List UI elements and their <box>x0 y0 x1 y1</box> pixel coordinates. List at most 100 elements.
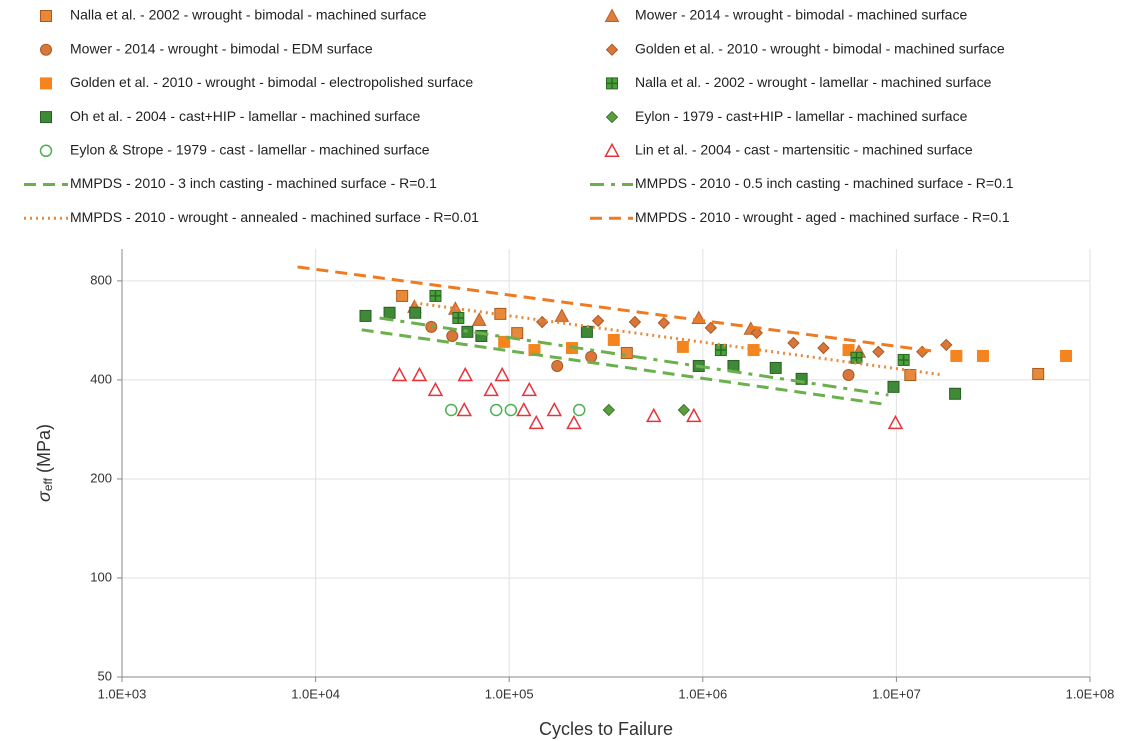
marker <box>842 368 855 381</box>
marker-body <box>976 349 989 362</box>
x-axis-title: Cycles to Failure <box>539 719 673 739</box>
marker <box>677 403 691 417</box>
marker <box>940 338 953 352</box>
marker <box>456 401 473 417</box>
legend-marker <box>605 43 619 56</box>
marker-plus <box>850 352 862 364</box>
legend-marker <box>40 43 52 56</box>
fit-line <box>297 265 939 354</box>
marker <box>887 380 900 393</box>
marker <box>850 351 863 364</box>
marker <box>750 326 763 340</box>
legend-marker <box>40 77 52 90</box>
marker <box>950 349 963 362</box>
marker <box>471 312 487 326</box>
marker <box>769 361 782 374</box>
marker <box>528 414 545 430</box>
marker <box>572 403 586 417</box>
marker-body <box>607 333 620 346</box>
marker-body <box>383 306 396 319</box>
legend-label: Nalla et al. - 2002 - wrought - lamellar… <box>635 74 992 90</box>
marker <box>676 340 689 353</box>
legend-label: MMPDS - 2010 - wrought - aged - machined… <box>635 209 1010 225</box>
x-tick-label: 1.0E+04 <box>291 686 340 701</box>
marker <box>427 381 444 397</box>
marker-body <box>475 329 488 342</box>
marker-body <box>359 309 372 322</box>
marker <box>976 349 989 362</box>
marker <box>409 306 422 319</box>
marker <box>566 414 582 430</box>
marker <box>498 335 511 348</box>
marker <box>516 401 532 417</box>
marker-body <box>494 307 507 320</box>
marker-body <box>676 340 689 353</box>
x-tick-label: 1.0E+07 <box>872 686 921 701</box>
legend-label: Oh et al. - 2004 - cast+HIP - lamellar -… <box>70 108 420 124</box>
marker <box>657 316 671 330</box>
legend-marker <box>605 110 619 124</box>
marker-plus <box>606 77 618 89</box>
marker-body <box>904 368 917 381</box>
marker <box>425 320 438 333</box>
marker <box>483 381 499 397</box>
marker-plus <box>898 354 910 366</box>
legend-marker <box>39 144 53 158</box>
marker <box>645 407 662 423</box>
marker-body <box>842 344 855 357</box>
marker <box>686 407 702 423</box>
marker <box>429 289 442 302</box>
y-tick-label: 50 <box>98 668 112 683</box>
marker <box>602 403 616 417</box>
y-axis-unit: (MPa) <box>34 424 54 478</box>
marker <box>591 314 605 328</box>
marker-body <box>769 361 782 374</box>
marker-plus <box>429 290 441 302</box>
marker <box>872 345 885 359</box>
y-axis-title: σeff (MPa) <box>34 424 55 502</box>
marker <box>494 307 507 320</box>
marker <box>897 353 910 366</box>
x-tick-label: 1.0E+05 <box>485 686 534 701</box>
y-axis-symbol: σ <box>34 490 54 502</box>
legend-label: Golden et al. - 2010 - wrought - bimodal… <box>70 74 473 90</box>
legend-label: Nalla et al. - 2002 - wrought - bimodal … <box>70 7 427 23</box>
legend-label: Eylon - 1979 - cast+HIP - lamellar - mac… <box>635 108 968 124</box>
fit-line <box>414 301 944 377</box>
marker <box>546 401 563 417</box>
marker <box>787 336 800 350</box>
x-tick-label: 1.0E+06 <box>678 686 727 701</box>
legend-label: MMPDS - 2010 - wrought - annealed - mach… <box>70 209 479 225</box>
marker <box>521 381 538 397</box>
marker <box>504 403 518 417</box>
marker <box>817 341 830 355</box>
marker <box>607 333 620 346</box>
marker <box>396 289 409 302</box>
y-tick-label: 200 <box>90 470 112 485</box>
marker <box>714 344 727 357</box>
marker <box>383 306 396 319</box>
marker <box>446 329 459 342</box>
marker <box>620 346 633 359</box>
marker <box>949 387 962 400</box>
x-tick-label: 1.0E+08 <box>1066 686 1115 701</box>
legend-marker <box>604 8 620 22</box>
marker <box>580 325 593 338</box>
marker <box>704 321 718 335</box>
marker <box>887 414 904 430</box>
marker <box>359 309 372 322</box>
marker-body <box>40 10 52 22</box>
marker-body <box>409 306 422 319</box>
marker <box>1060 349 1073 362</box>
legend-label: Eylon & Strope - 1979 - cast - lamellar … <box>70 142 430 158</box>
marker-plus <box>715 344 727 356</box>
marker-body <box>1032 367 1045 380</box>
marker-body <box>396 289 409 302</box>
fit-line <box>361 328 889 407</box>
legend-marker <box>606 77 618 90</box>
y-tick-label: 800 <box>90 272 112 287</box>
marker-body <box>498 335 511 348</box>
fit-line <box>379 316 889 397</box>
